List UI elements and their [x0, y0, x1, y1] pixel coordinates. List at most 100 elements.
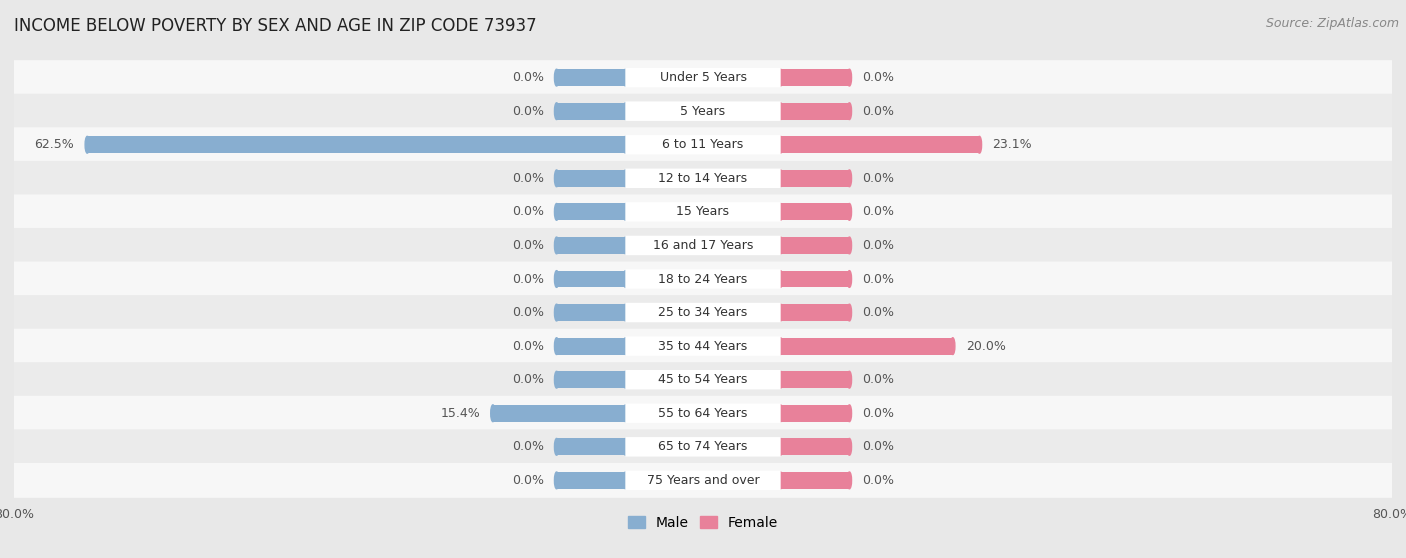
FancyBboxPatch shape — [626, 135, 780, 155]
Text: 0.0%: 0.0% — [862, 373, 894, 386]
Circle shape — [623, 338, 627, 354]
Bar — [780, 237, 849, 254]
Bar — [557, 472, 626, 489]
FancyBboxPatch shape — [626, 403, 780, 423]
Circle shape — [554, 371, 558, 388]
FancyBboxPatch shape — [14, 396, 1392, 431]
Text: 0.0%: 0.0% — [512, 474, 544, 487]
Text: 15 Years: 15 Years — [676, 205, 730, 218]
FancyBboxPatch shape — [14, 127, 1392, 162]
Text: 0.0%: 0.0% — [512, 373, 544, 386]
Circle shape — [779, 472, 783, 489]
FancyBboxPatch shape — [14, 295, 1392, 330]
Circle shape — [977, 136, 981, 153]
Circle shape — [950, 338, 955, 354]
Circle shape — [554, 439, 558, 455]
Text: 12 to 14 Years: 12 to 14 Years — [658, 172, 748, 185]
FancyBboxPatch shape — [14, 228, 1392, 263]
Text: INCOME BELOW POVERTY BY SEX AND AGE IN ZIP CODE 73937: INCOME BELOW POVERTY BY SEX AND AGE IN Z… — [14, 17, 537, 35]
FancyBboxPatch shape — [626, 336, 780, 356]
Circle shape — [554, 338, 558, 354]
Text: 0.0%: 0.0% — [862, 239, 894, 252]
Bar — [557, 204, 626, 220]
Circle shape — [779, 237, 783, 254]
Bar — [557, 304, 626, 321]
Circle shape — [779, 304, 783, 321]
Bar — [780, 271, 849, 287]
Bar — [87, 136, 626, 153]
Text: 23.1%: 23.1% — [993, 138, 1032, 151]
Text: 0.0%: 0.0% — [512, 440, 544, 453]
Bar — [780, 103, 849, 119]
Circle shape — [623, 371, 627, 388]
Circle shape — [848, 237, 852, 254]
Text: 0.0%: 0.0% — [862, 407, 894, 420]
Circle shape — [623, 204, 627, 220]
Text: 0.0%: 0.0% — [862, 71, 894, 84]
Circle shape — [554, 304, 558, 321]
Text: 20.0%: 20.0% — [966, 340, 1005, 353]
Circle shape — [848, 371, 852, 388]
Text: 15.4%: 15.4% — [440, 407, 479, 420]
Text: 0.0%: 0.0% — [512, 71, 544, 84]
Text: 18 to 24 Years: 18 to 24 Years — [658, 272, 748, 286]
Text: 45 to 54 Years: 45 to 54 Years — [658, 373, 748, 386]
Text: 62.5%: 62.5% — [35, 138, 75, 151]
Bar — [557, 103, 626, 119]
Circle shape — [623, 304, 627, 321]
Bar — [780, 338, 953, 354]
Text: 0.0%: 0.0% — [512, 306, 544, 319]
Circle shape — [848, 204, 852, 220]
Circle shape — [554, 69, 558, 86]
Circle shape — [491, 405, 495, 422]
Bar — [780, 439, 849, 455]
Circle shape — [848, 271, 852, 287]
FancyBboxPatch shape — [626, 437, 780, 456]
Circle shape — [779, 371, 783, 388]
Circle shape — [848, 472, 852, 489]
Text: 0.0%: 0.0% — [862, 474, 894, 487]
Circle shape — [623, 237, 627, 254]
Text: Source: ZipAtlas.com: Source: ZipAtlas.com — [1265, 17, 1399, 30]
Bar — [557, 237, 626, 254]
Circle shape — [779, 136, 783, 153]
Text: 5 Years: 5 Years — [681, 105, 725, 118]
Text: 0.0%: 0.0% — [512, 172, 544, 185]
FancyBboxPatch shape — [626, 370, 780, 389]
Circle shape — [848, 439, 852, 455]
FancyBboxPatch shape — [14, 94, 1392, 129]
Legend: Male, Female: Male, Female — [623, 511, 783, 536]
Circle shape — [554, 271, 558, 287]
Circle shape — [554, 204, 558, 220]
Bar — [557, 439, 626, 455]
FancyBboxPatch shape — [14, 463, 1392, 498]
FancyBboxPatch shape — [626, 470, 780, 490]
FancyBboxPatch shape — [626, 202, 780, 222]
Text: 55 to 64 Years: 55 to 64 Years — [658, 407, 748, 420]
Text: 0.0%: 0.0% — [512, 105, 544, 118]
Circle shape — [554, 170, 558, 187]
Bar — [557, 338, 626, 354]
FancyBboxPatch shape — [14, 194, 1392, 229]
Text: 25 to 34 Years: 25 to 34 Years — [658, 306, 748, 319]
Circle shape — [554, 237, 558, 254]
FancyBboxPatch shape — [14, 362, 1392, 397]
Circle shape — [779, 204, 783, 220]
Circle shape — [554, 103, 558, 119]
Text: 75 Years and over: 75 Years and over — [647, 474, 759, 487]
Bar — [780, 170, 849, 187]
Circle shape — [848, 69, 852, 86]
FancyBboxPatch shape — [626, 102, 780, 121]
Circle shape — [779, 103, 783, 119]
Text: Under 5 Years: Under 5 Years — [659, 71, 747, 84]
Text: 6 to 11 Years: 6 to 11 Years — [662, 138, 744, 151]
FancyBboxPatch shape — [14, 60, 1392, 95]
Circle shape — [554, 472, 558, 489]
Text: 0.0%: 0.0% — [862, 105, 894, 118]
Text: 16 and 17 Years: 16 and 17 Years — [652, 239, 754, 252]
Text: 0.0%: 0.0% — [862, 440, 894, 453]
Bar — [557, 271, 626, 287]
Circle shape — [779, 338, 783, 354]
Circle shape — [623, 472, 627, 489]
FancyBboxPatch shape — [626, 303, 780, 323]
